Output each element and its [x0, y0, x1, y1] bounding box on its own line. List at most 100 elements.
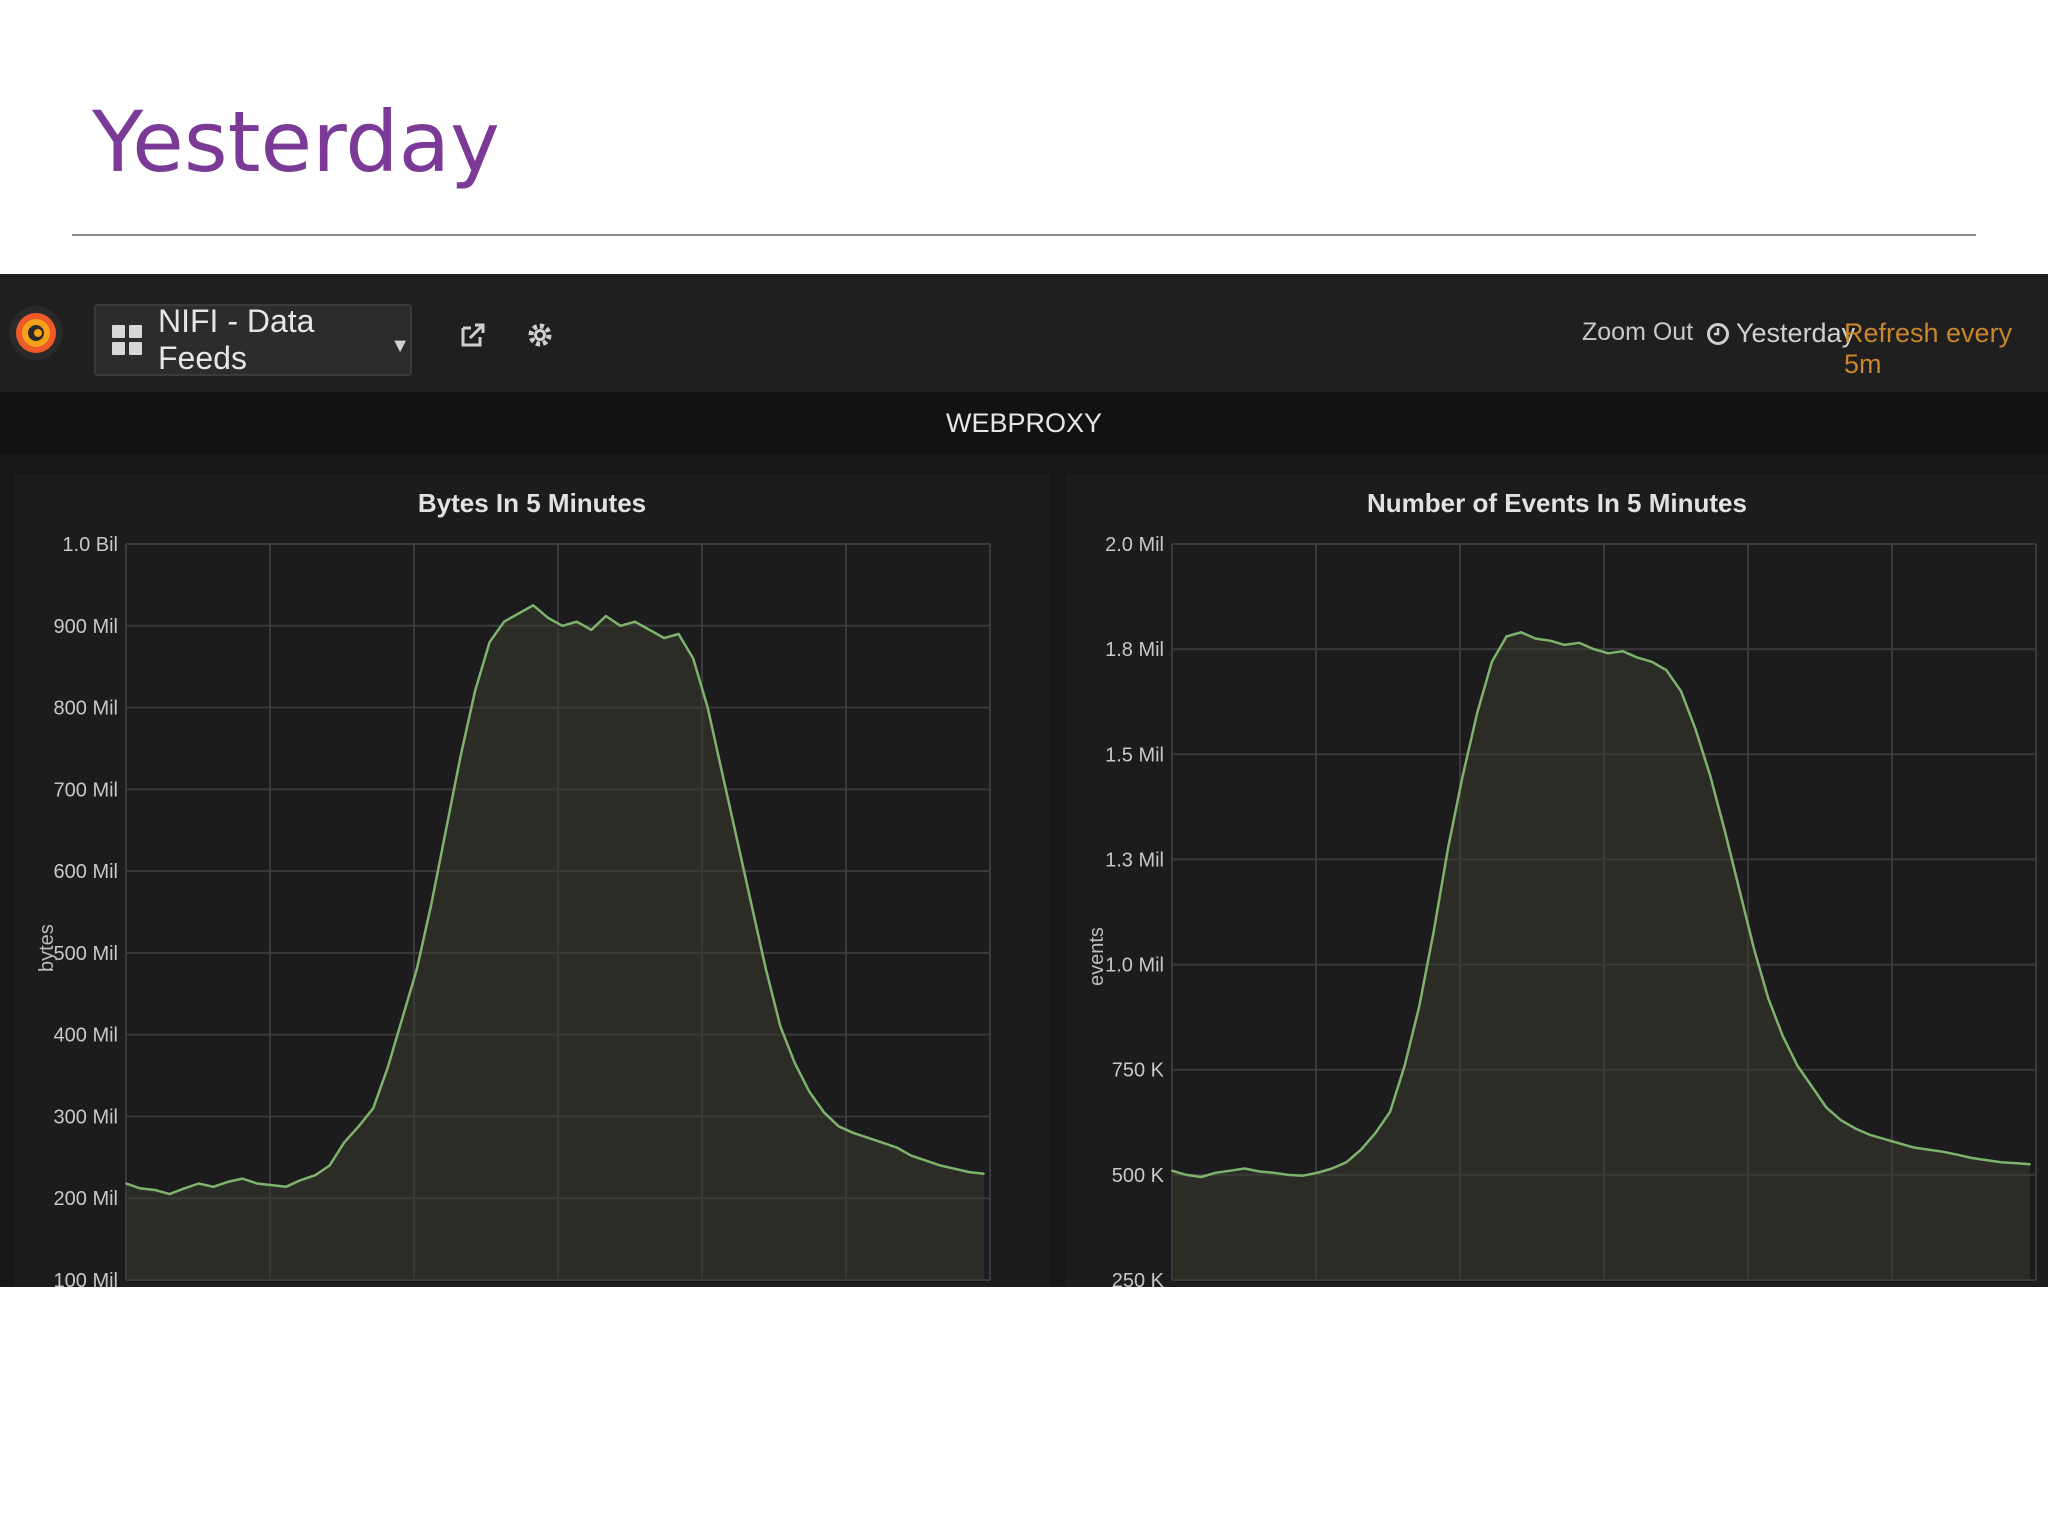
data-point	[415, 968, 418, 971]
data-point	[1723, 829, 1726, 831]
data-point	[1520, 631, 1522, 634]
grafana-logo-icon[interactable]	[8, 302, 64, 364]
title-divider	[72, 234, 1976, 236]
y-tick-label: 300 Mil	[54, 1106, 118, 1128]
panel-title[interactable]: Bytes In 5 Minutes	[417, 488, 647, 518]
data-point	[197, 1182, 200, 1185]
y-tick-label: 600 Mil	[54, 861, 118, 883]
time-range-picker[interactable]: Yesterday	[1706, 318, 1855, 349]
data-point	[1912, 1146, 1915, 1149]
data-point	[706, 706, 709, 709]
series-area	[1172, 632, 2030, 1280]
data-point	[328, 1164, 331, 1167]
data-point	[663, 637, 665, 639]
series-line	[1171, 631, 2031, 1179]
data-point	[1374, 1131, 1377, 1134]
data-point	[794, 1062, 796, 1065]
data-point	[2000, 1161, 2002, 1164]
y-tick-label: 800 Mil	[54, 698, 118, 720]
events-chart: 250 K 500 K 750 K 1.0 Mil 1.3 Mil 1.5 Mil 1.8 …	[1105, 534, 2037, 1287]
dashboard-picker[interactable]: NIFI - Data Feeds ▼	[94, 303, 412, 376]
data-point	[1447, 845, 1450, 848]
data-point	[619, 624, 622, 627]
top-navbar: NIFI - Data Feeds ▼ Zoom Out Yesterday R…	[0, 274, 2048, 392]
data-point	[823, 1111, 825, 1114]
data-point	[852, 1131, 854, 1134]
y-tick-label: 200 Mil	[54, 1188, 118, 1210]
data-point	[1185, 1174, 1188, 1176]
data-point	[1781, 1035, 1784, 1037]
data-point	[1592, 648, 1595, 650]
chevron-down-icon: ▼	[390, 334, 410, 357]
bytes-panel: Bytes In 5 Minutes 100 Mil 200 Mil 300 Mil…	[14, 474, 1050, 1287]
share-icon[interactable]	[458, 320, 488, 350]
data-point	[1534, 637, 1537, 640]
refresh-interval[interactable]: Refresh every 5m	[1844, 318, 2013, 379]
data-point	[270, 1184, 273, 1186]
slide-title: Yesterday	[92, 93, 500, 191]
data-point	[1621, 650, 1624, 653]
data-point	[1752, 946, 1755, 949]
data-point	[808, 1091, 811, 1093]
data-point	[1840, 1119, 1842, 1122]
series-area	[126, 605, 984, 1280]
data-point	[168, 1193, 171, 1195]
data-point	[779, 1025, 782, 1028]
data-point	[139, 1187, 142, 1190]
data-point	[1272, 1171, 1275, 1174]
gear-icon[interactable]	[525, 320, 555, 350]
data-point	[1970, 1157, 1973, 1159]
data-point	[241, 1177, 244, 1180]
y-tick-label: 900 Mil	[54, 616, 118, 638]
data-point	[1898, 1142, 1900, 1145]
y-axis-label: events	[1086, 927, 1108, 986]
data-point	[1491, 660, 1493, 663]
events-panel: Number of Events In 5 Minutes 250 K 500 K…	[1066, 474, 2048, 1287]
series-line	[125, 604, 985, 1196]
data-point	[343, 1141, 345, 1144]
data-point	[561, 624, 564, 627]
data-point	[837, 1125, 840, 1128]
dashboard-screenshot: NIFI - Data Feeds ▼ Zoom Out Yesterday R…	[0, 274, 2048, 1287]
data-point	[314, 1174, 316, 1177]
data-point	[1389, 1110, 1391, 1113]
zoom-out-button[interactable]: Zoom Out	[1582, 318, 1694, 346]
data-point	[154, 1189, 157, 1191]
y-tick-label: 750 K	[1112, 1060, 1165, 1082]
data-point	[721, 772, 724, 774]
data-point	[357, 1125, 360, 1128]
data-point	[386, 1066, 389, 1069]
data-point	[1709, 774, 1711, 777]
data-point	[532, 604, 535, 607]
y-axis-label: bytes	[36, 924, 58, 972]
y-tick-label: 500 K	[1112, 1165, 1165, 1187]
data-point	[1883, 1138, 1886, 1140]
data-point	[1200, 1176, 1202, 1178]
data-point	[1636, 656, 1639, 659]
data-point	[226, 1181, 229, 1183]
data-point	[1985, 1159, 1988, 1161]
data-point	[1607, 652, 1610, 655]
data-point	[735, 837, 738, 840]
data-point	[1345, 1161, 1348, 1164]
data-point	[488, 641, 491, 643]
data-point	[1476, 711, 1479, 714]
data-point	[256, 1182, 258, 1185]
data-point	[910, 1154, 913, 1157]
data-point	[954, 1167, 956, 1170]
data-point	[445, 829, 447, 832]
data-point	[1549, 639, 1551, 642]
data-point	[1214, 1171, 1217, 1174]
data-point	[1418, 1005, 1421, 1008]
data-point	[765, 968, 767, 971]
y-tick-label: 2.0 Mil	[1105, 534, 1164, 556]
y-tick-label: 1.5 Mil	[1105, 744, 1164, 766]
data-point	[474, 690, 476, 693]
data-point	[1694, 728, 1697, 730]
data-point	[299, 1179, 302, 1182]
panel-title[interactable]: Number of Events In 5 Minutes	[1367, 488, 1747, 518]
data-point	[575, 620, 578, 623]
y-tick-label: 1.0 Mil	[1105, 955, 1164, 977]
y-tick-label: 1.8 Mil	[1105, 639, 1164, 661]
row-title[interactable]: WEBPROXY	[0, 392, 2048, 454]
